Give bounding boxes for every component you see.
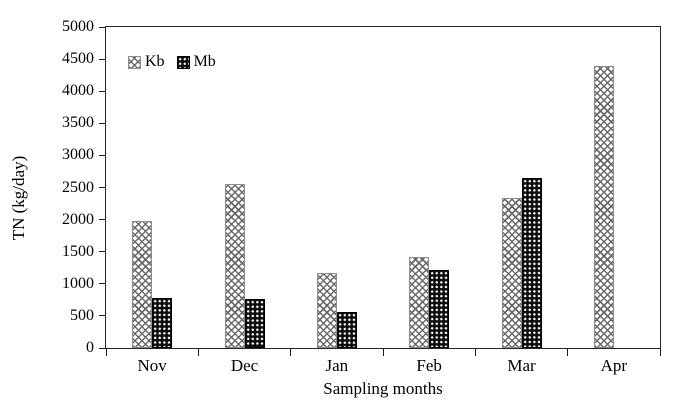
bar-mb-mar: [521, 178, 542, 348]
x-axis-tick-0: [105, 349, 107, 356]
x-axis-tick-1: [197, 349, 199, 356]
x-axis-tick-4: [474, 349, 476, 356]
y-tick-1000: [99, 283, 105, 285]
legend-item-kb: Kb: [128, 53, 165, 71]
bar-mb-dec: [244, 299, 265, 348]
y-tick-label-2000: 2000: [62, 210, 94, 228]
x-tick-label-apr: Apr: [600, 356, 628, 375]
y-tick-label-1500: 1500: [62, 242, 94, 260]
y-tick-label-4500: 4500: [62, 50, 94, 68]
y-tick-5000: [99, 26, 105, 28]
x-axis-tick-6: [659, 349, 661, 356]
legend-swatch-kb: [128, 55, 141, 69]
y-tick-3000: [99, 154, 105, 156]
x-axis-title: Sampling months: [323, 379, 443, 398]
x-axis-tick-2: [290, 349, 292, 356]
y-tick-4500: [99, 58, 105, 60]
y-tick-label-0: 0: [86, 339, 94, 356]
x-axis-tick-3: [382, 349, 384, 356]
y-tick-2500: [99, 187, 105, 188]
y-tick-1500: [99, 251, 105, 253]
bar-kb-nov: [132, 221, 153, 348]
y-tick-label-3000: 3000: [62, 146, 94, 164]
y-tick-2000: [99, 219, 105, 221]
y-tick-label-2500: 2500: [62, 178, 94, 196]
bar-kb-feb: [409, 257, 430, 348]
y-tick-label-500: 500: [70, 306, 94, 324]
x-axis-tick-5: [567, 349, 569, 356]
legend-item-mb: Mb: [176, 53, 216, 71]
legend-label-mb: Mb: [193, 53, 216, 70]
bar-kb-apr: [593, 66, 614, 348]
y-tick-label-5000: 5000: [62, 18, 94, 35]
y-axis-title: TN (kg/day): [9, 155, 28, 241]
x-tick-label-mar: Mar: [507, 356, 536, 375]
bar-kb-dec: [224, 184, 245, 348]
bar-mb-jan: [336, 312, 357, 348]
legend-swatch-mb: [176, 55, 190, 69]
legend-label-kb: Kb: [145, 53, 165, 70]
legend: Kb Mb: [128, 53, 216, 71]
y-tick-500: [99, 315, 105, 317]
x-tick-label-dec: Dec: [230, 356, 259, 375]
plot-area: [105, 26, 661, 349]
bar-kb-mar: [501, 198, 522, 348]
bar-kb-jan: [316, 273, 337, 348]
bar-mb-feb: [429, 270, 450, 348]
y-tick-3500: [99, 122, 105, 124]
x-tick-label-feb: Feb: [416, 356, 442, 375]
y-tick-4000: [99, 90, 105, 92]
y-tick-0: [99, 347, 105, 349]
x-tick-label-nov: Nov: [137, 356, 167, 375]
bar-mb-nov: [152, 298, 173, 348]
y-tick-label-1000: 1000: [62, 274, 94, 292]
y-tick-label-3500: 3500: [62, 114, 94, 132]
x-tick-label-jan: Jan: [325, 356, 349, 375]
y-tick-label-4000: 4000: [62, 82, 94, 100]
